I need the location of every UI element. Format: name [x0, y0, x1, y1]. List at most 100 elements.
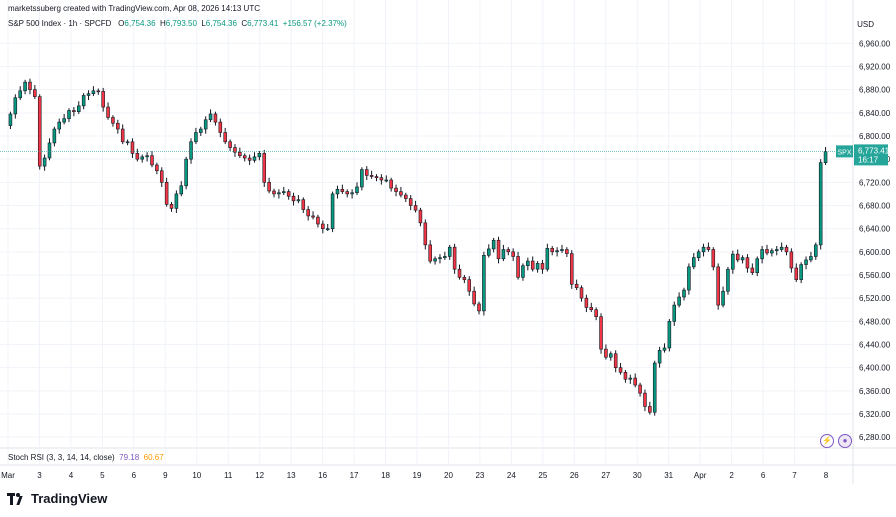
- price-tag-bg: [854, 144, 888, 166]
- candle-body: [159, 170, 164, 183]
- candle-body: [174, 193, 179, 209]
- x-tick-label: 18: [381, 471, 390, 480]
- open-label: O: [118, 19, 125, 28]
- y-tick-label: 6,920.00: [859, 62, 891, 71]
- brand-name: TradingView: [31, 491, 108, 506]
- y-tick-label: 6,840.00: [859, 109, 891, 118]
- candle-body: [86, 93, 91, 96]
- candle-body: [560, 249, 564, 251]
- candle-body: [325, 228, 330, 230]
- y-tick-label: 6,720.00: [859, 178, 891, 187]
- candle-body: [447, 246, 452, 257]
- candle-body: [779, 246, 784, 250]
- y-tick-label: 6,280.00: [859, 433, 891, 442]
- candle-body: [13, 97, 18, 115]
- y-tick-label: 6,480.00: [859, 317, 891, 326]
- lightning-icon[interactable]: ⚡: [820, 434, 834, 448]
- candle-body: [784, 246, 789, 253]
- x-tick-label: 5: [100, 471, 105, 480]
- tradingview-brand[interactable]: TradingView: [7, 491, 107, 506]
- candle-body: [306, 209, 310, 217]
- candle-body: [477, 303, 481, 312]
- candle-body: [267, 182, 271, 192]
- candle-body: [682, 289, 686, 298]
- candle-body: [194, 132, 198, 143]
- price-chart[interactable]: 6,280.00 6,320.00 6,360.00 6,400.00 6,440.00…: [0, 0, 896, 484]
- y-tick-label: 6,880.00: [859, 86, 891, 95]
- candle-body: [301, 199, 306, 210]
- candle-body: [208, 113, 213, 121]
- candle-body: [452, 246, 457, 270]
- candle-body: [487, 248, 491, 256]
- candle-body: [18, 90, 22, 99]
- candle-body: [189, 141, 193, 160]
- candle-body: [389, 179, 393, 189]
- candle-body: [364, 169, 369, 176]
- candle-body: [692, 257, 696, 268]
- credit-text: marketssuberg created with TradingView.c…: [8, 4, 260, 13]
- y-tick-label: 6,960.00: [859, 39, 891, 48]
- candle-body: [286, 191, 291, 197]
- candle-body: [428, 244, 432, 262]
- candle-body: [111, 117, 115, 124]
- candle-body: [28, 81, 32, 90]
- x-tick-label: 4: [69, 471, 74, 480]
- high-label: H: [159, 19, 166, 28]
- low-label: L: [201, 19, 206, 28]
- price-tag-value: 6,773.41: [858, 146, 890, 155]
- candle-body: [330, 193, 335, 229]
- y-tick-label: 6,800.00: [859, 132, 891, 141]
- candle-body: [745, 257, 750, 269]
- candle-body: [335, 188, 340, 195]
- candle-body: [565, 249, 569, 254]
- candle-body: [496, 239, 501, 260]
- x-tick-label: 20: [444, 471, 453, 480]
- x-tick-label: 27: [601, 471, 610, 480]
- x-tick-label: 6: [761, 471, 766, 480]
- x-tick-label: 31: [664, 471, 673, 480]
- candle-body: [384, 179, 389, 182]
- candle-body: [604, 348, 608, 358]
- candle-body: [770, 250, 774, 254]
- candle-body: [457, 268, 462, 278]
- candle-body: [252, 156, 257, 161]
- candle-body: [716, 266, 720, 306]
- candle-body: [404, 194, 408, 199]
- candle-body: [96, 90, 101, 93]
- x-tick-label: 19: [413, 471, 422, 480]
- currency-label[interactable]: USD: [857, 20, 874, 29]
- candle-body: [667, 321, 672, 349]
- candle-body: [750, 267, 755, 273]
- rsi-label[interactable]: Stoch RSI (3, 3, 14, 14, close): [8, 453, 115, 462]
- candle-body: [233, 147, 237, 153]
- x-tick-label: 16: [318, 471, 327, 480]
- candle-body: [774, 249, 779, 251]
- candle-body: [155, 164, 159, 172]
- candle-body: [584, 297, 589, 308]
- candle-body: [238, 151, 242, 156]
- candle-body: [501, 249, 506, 260]
- candle-body: [721, 290, 725, 306]
- candle-body: [340, 188, 345, 192]
- high-value: 6,793.50: [165, 19, 197, 28]
- candle-body: [262, 153, 267, 183]
- y-tick-label: 6,600.00: [859, 248, 891, 257]
- candle-body: [418, 209, 423, 224]
- symbol-label[interactable]: S&P 500 Index · 1h · SPCFD: [8, 19, 112, 28]
- candle-body: [130, 141, 135, 154]
- x-tick-label: 11: [224, 471, 233, 480]
- candle-body: [408, 198, 413, 206]
- candle-body: [555, 250, 559, 253]
- candle-body: [462, 277, 467, 280]
- candle-body: [623, 371, 628, 380]
- candle-body: [633, 377, 637, 386]
- candle-body: [609, 353, 613, 358]
- candle-body: [150, 155, 154, 166]
- footer: [0, 484, 896, 517]
- candle-body: [809, 256, 813, 261]
- candle-body: [125, 141, 130, 144]
- events-icon[interactable]: ●: [838, 434, 852, 448]
- rsi-legend: Stoch RSI (3, 3, 14, 14, close) 79.18 60…: [8, 453, 164, 462]
- x-tick-label: 6: [132, 471, 137, 480]
- candle-body: [140, 156, 144, 160]
